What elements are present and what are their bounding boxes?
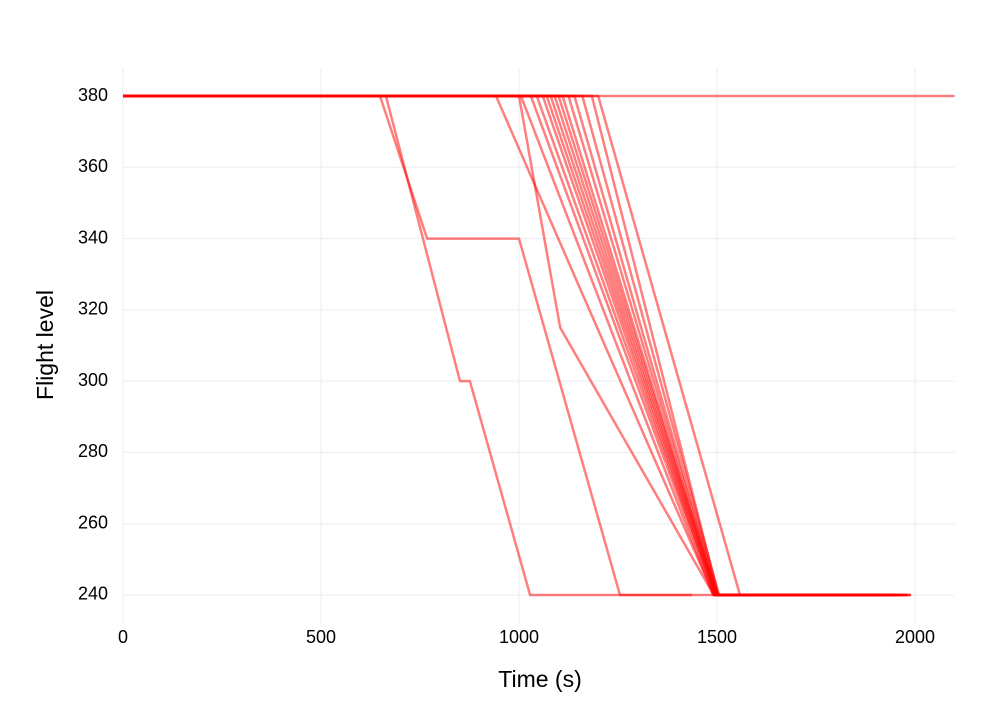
y-tick-label: 240 (78, 584, 108, 604)
y-tick-label: 320 (78, 299, 108, 319)
x-tick-label: 1000 (499, 627, 539, 647)
x-tick-label: 2000 (895, 627, 935, 647)
flight-line (123, 94, 876, 597)
y-tick-label: 300 (78, 370, 108, 390)
flight-line (123, 94, 910, 597)
flight-line (123, 94, 884, 597)
flight-line (123, 94, 908, 597)
flight-line (123, 94, 900, 597)
y-tick-label: 340 (78, 227, 108, 247)
flight-line (123, 94, 892, 597)
x-axis-title: Time (s) (498, 666, 581, 692)
flight-line (123, 94, 912, 597)
x-tick-label: 0 (118, 627, 128, 647)
flight-line (123, 94, 892, 597)
y-tick-label: 360 (78, 156, 108, 176)
x-tick-label: 500 (306, 627, 336, 647)
y-tick-label: 280 (78, 441, 108, 461)
y-axis-title: Flight level (32, 290, 58, 400)
flight-line (123, 94, 693, 597)
flight-line (123, 94, 904, 597)
flight-line (123, 94, 900, 597)
x-tick-label: 1500 (697, 627, 737, 647)
flight-line (123, 94, 888, 597)
flight-line (123, 94, 912, 597)
flight-line (123, 94, 908, 597)
y-tick-label: 380 (78, 85, 108, 105)
y-tick-label: 260 (78, 512, 108, 532)
